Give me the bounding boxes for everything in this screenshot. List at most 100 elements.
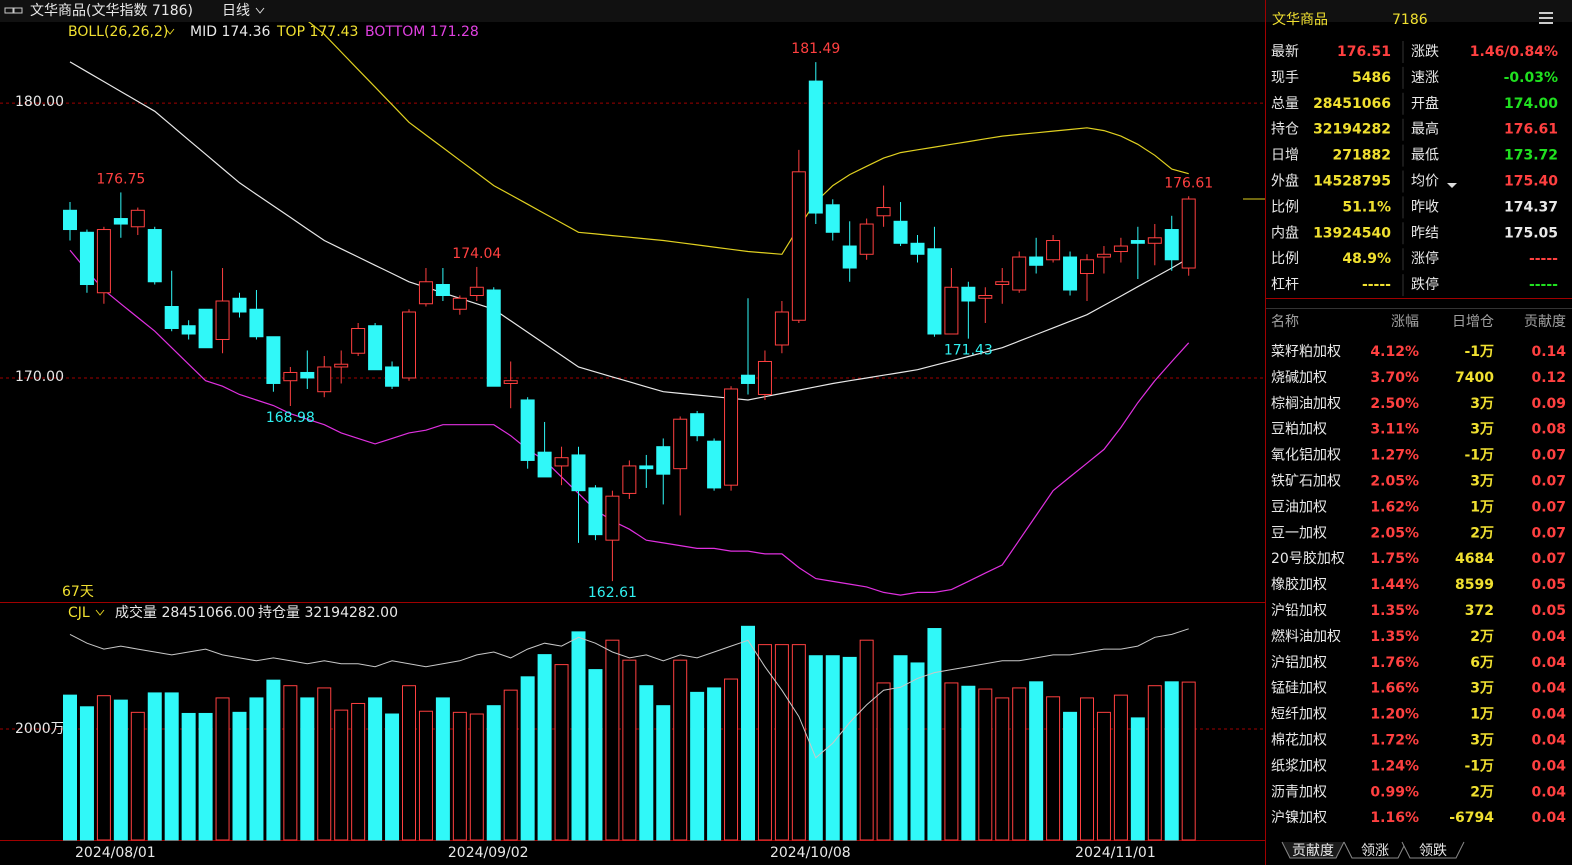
menu-icon[interactable] [1539,12,1553,24]
volume-bar [724,678,739,841]
candle-body [317,366,332,393]
quote-label: 比例 [1271,251,1299,267]
candle-body [605,495,620,541]
quote-value: 271882 [1333,148,1391,164]
table-cell: 2.50% [1370,396,1419,412]
chevron [165,28,175,35]
volume-bar [1080,697,1094,841]
table-cell: 燃料油加权 [1271,628,1341,645]
period-selector[interactable]: 日线 [222,3,250,19]
quote-value: ----- [1529,277,1558,293]
table-cell: 0.12 [1531,370,1566,386]
volume-bar [469,713,484,841]
tab-label[interactable]: 领跌 [1419,843,1447,859]
volume-bar [1130,717,1145,841]
volume-bar [147,692,162,841]
table-cell: 2万 [1470,525,1494,541]
candle-body [825,204,840,233]
volume-bar [1096,711,1111,841]
volume-bar [232,711,247,841]
quote-label: 总量 [1271,96,1299,112]
candle-body [249,308,264,338]
quote-value: 28451066 [1313,96,1391,112]
table-cell: 2万 [1470,629,1494,645]
candle-body [435,284,450,297]
days-label: 67天 [62,584,94,600]
table-cell: 0.07 [1531,499,1566,515]
tab[interactable] [1281,841,1345,859]
tab[interactable] [1343,841,1407,859]
candle-body [757,360,772,395]
table-cell: 0.04 [1531,733,1566,749]
x-tick-label: 2024/11/01 [1075,845,1156,861]
candle-body [707,440,722,489]
x-tick-label: 2024/08/01 [75,845,156,861]
candle-body [452,297,467,310]
table-cell: 铁矿石加权 [1271,474,1341,490]
table-cell: -1万 [1464,448,1494,464]
table-cell: 沥青加权 [1271,784,1327,800]
table-cell: 0.14 [1531,344,1566,360]
candle-body [266,336,281,384]
table-cell: 豆一加权 [1271,525,1327,541]
candle-body [537,451,552,478]
instrument-name: 文华商品 [1272,12,1328,28]
table-header: 名称 [1271,314,1299,330]
table-cell: 1.35% [1370,603,1419,619]
table-header: 贡献度 [1524,314,1566,330]
quote-value: -0.03% [1504,70,1558,86]
table-cell: -6794 [1449,810,1494,826]
candle-body [96,229,111,294]
volume-bar [266,679,281,841]
table-cell: 1.75% [1370,551,1419,567]
volume-bar [215,697,230,841]
chevron [95,609,105,616]
volume-bar [961,685,976,841]
candle-body [1147,237,1162,244]
volume-bar [639,685,654,841]
volume-bar [1113,694,1128,841]
link-icon[interactable] [4,7,14,14]
volume-bar [385,713,400,841]
band-name: TOP [276,24,305,40]
volume-bar [113,699,128,841]
candle-body [808,80,823,214]
table-cell: 0.04 [1531,681,1566,697]
candle-body [690,413,705,437]
band-line [308,22,1189,255]
volume-bar [859,639,874,841]
volume-bar [571,631,586,841]
tab-label[interactable]: 领涨 [1361,843,1389,859]
candle-body [876,207,891,217]
instrument-code: 7186 [1392,12,1428,28]
candle-body [418,281,433,305]
table-cell: 锰硅加权 [1271,681,1327,697]
candle-body [164,306,179,329]
volume-bar [537,654,552,841]
volume-text: 成交量 28451066.00 [115,604,255,621]
table-cell: 2.05% [1370,474,1419,490]
quote-value: 175.40 [1504,174,1558,190]
table-cell: 0.07 [1531,448,1566,464]
band-legend: TOP 177.43 [276,24,358,40]
tab-label[interactable]: 贡献度 [1292,843,1334,859]
candle-body [622,465,637,494]
tab[interactable] [1401,841,1465,859]
quote-value: ----- [1362,277,1391,293]
volume-bar [79,706,94,841]
volume-bar [995,697,1010,841]
table-cell: 烧碱加权 [1271,370,1327,386]
table-cell: 0.04 [1531,810,1566,826]
candle-body [961,286,976,302]
volume-bar [435,697,450,841]
table-cell: 氧化铝加权 [1271,448,1341,464]
candle-body [1046,240,1061,261]
quote-label: 开盘 [1411,95,1439,112]
volume-bar [1181,681,1196,841]
candle-body [1130,240,1145,244]
candle-body [724,388,739,486]
table-cell: 1.76% [1370,655,1419,671]
volume-bar [1029,681,1044,841]
candle-body [774,311,789,346]
